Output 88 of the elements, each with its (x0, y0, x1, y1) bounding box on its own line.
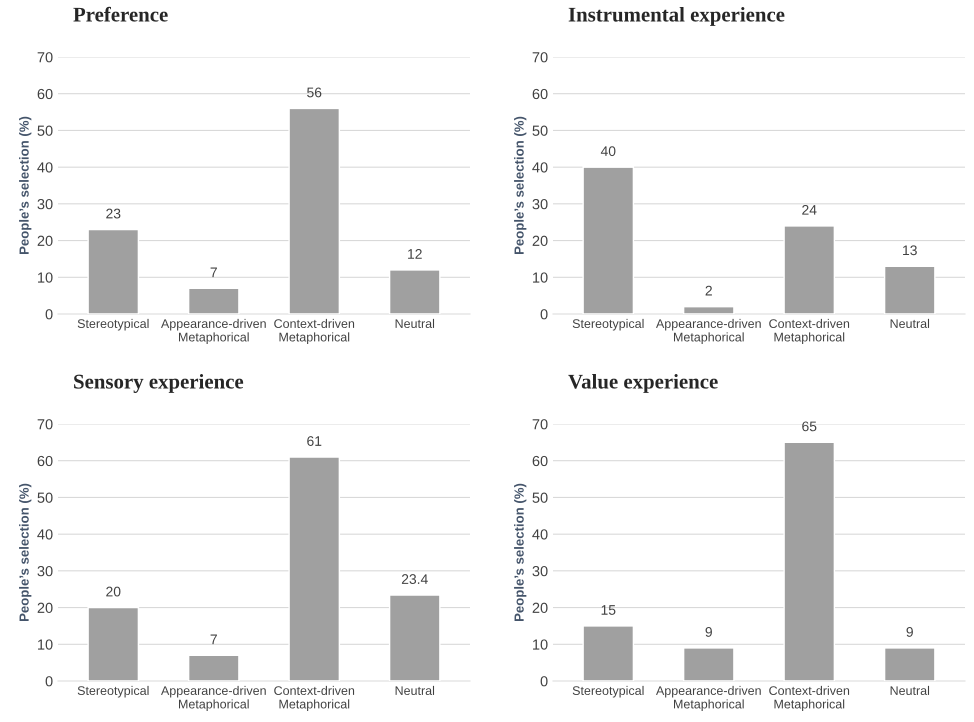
x-tick-label: Appearance-driven Metaphorical (656, 686, 761, 711)
data-label: 20 (106, 586, 120, 596)
x-tick-label: Appearance-driven Metaphorical (656, 318, 761, 344)
x-tick-label: Stereotypical (572, 686, 644, 698)
y-axis-title: People’s selection (%) (19, 484, 32, 622)
x-tick-label: Context-driven Metaphorical (274, 318, 354, 344)
bar (288, 456, 340, 681)
x-tick-label: Appearance-driven Metaphorical (160, 686, 266, 711)
bar (388, 269, 441, 314)
data-label: 61 (307, 436, 322, 446)
bar (288, 108, 340, 314)
bar (783, 225, 836, 314)
y-tick-label: 50 (38, 492, 53, 503)
data-label: 24 (802, 204, 817, 215)
y-tick-label: 60 (532, 88, 548, 100)
y-tick-label: 30 (37, 198, 53, 210)
bar (87, 228, 140, 314)
y-tick-label: 70 (532, 419, 548, 430)
y-tick-label: 40 (532, 162, 548, 173)
x-tick-label: Neutral (396, 686, 434, 696)
data-label: 12 (408, 249, 422, 259)
x-tick-label: Neutral (890, 318, 930, 328)
y-tick-label: 0 (46, 309, 53, 320)
y-tick-label: 30 (37, 566, 53, 576)
y-tick-label: 10 (533, 639, 548, 650)
bar (188, 288, 240, 314)
y-tick-label: 60 (532, 456, 548, 466)
data-label: 13 (903, 245, 917, 256)
y-tick-label: 50 (532, 126, 548, 136)
bar (188, 654, 240, 681)
x-tick-label: Context-driven Metaphorical (769, 318, 850, 344)
chart-title: Value experience (568, 374, 718, 393)
y-tick-label: 40 (37, 529, 53, 540)
data-label: 2 (706, 286, 712, 296)
y-tick-label: 0 (540, 676, 548, 686)
y-tick-label: 20 (532, 602, 548, 613)
x-tick-label: Stereotypical (572, 318, 644, 331)
y-tick-label: 10 (38, 639, 53, 650)
y-tick-label: 30 (532, 198, 548, 210)
y-tick-label: 0 (46, 676, 53, 686)
y-tick-label: 20 (38, 236, 53, 246)
y-axis-title: People’s selection (%) (514, 116, 526, 254)
y-tick-label: 70 (38, 52, 53, 62)
bar (388, 594, 441, 681)
data-label: 40 (600, 146, 616, 156)
y-tick-label: 60 (38, 88, 53, 100)
y-axis-title: People’s selection (%) (19, 116, 32, 254)
bar (682, 647, 735, 681)
y-tick-label: 60 (38, 456, 53, 466)
bar (884, 266, 936, 314)
y-tick-label: 20 (38, 602, 53, 613)
bar (582, 166, 634, 314)
chart-title: Sensory experience (74, 374, 244, 393)
bar (783, 442, 836, 681)
chart-title: Instrumental experience (568, 7, 784, 26)
bar (582, 625, 634, 681)
x-tick-label: Appearance-driven Metaphorical (160, 318, 266, 344)
y-tick-label: 0 (540, 309, 548, 320)
data-label: 9 (706, 627, 712, 637)
data-label: 7 (210, 634, 217, 644)
data-label: 23 (106, 208, 120, 218)
y-tick-label: 30 (532, 566, 548, 576)
x-tick-label: Neutral (890, 686, 930, 696)
y-tick-label: 20 (532, 236, 548, 246)
data-label: 56 (307, 87, 322, 98)
y-tick-label: 40 (532, 529, 548, 540)
data-label: 7 (210, 268, 217, 278)
x-tick-label: Stereotypical (78, 686, 149, 698)
data-label: 23.4 (402, 574, 428, 584)
y-axis-title: People’s selection (%) (514, 484, 526, 622)
y-tick-label: 50 (532, 492, 548, 503)
y-tick-label: 70 (38, 419, 53, 430)
y-tick-label: 50 (38, 126, 53, 136)
data-label: 9 (906, 627, 913, 637)
y-tick-label: 70 (532, 52, 548, 62)
bar (87, 606, 140, 681)
x-tick-label: Neutral (396, 318, 434, 328)
bar (682, 306, 735, 314)
x-tick-label: Stereotypical (78, 318, 149, 331)
y-tick-label: 10 (38, 272, 53, 283)
bar (884, 647, 936, 681)
chart-title: Preference (73, 6, 168, 22)
data-label: 65 (802, 421, 816, 432)
y-tick-label: 10 (533, 272, 548, 283)
x-tick-label: Context-driven Metaphorical (769, 686, 850, 711)
data-label: 15 (602, 605, 616, 615)
y-tick-label: 40 (37, 162, 53, 173)
x-tick-label: Context-driven Metaphorical (274, 686, 354, 711)
